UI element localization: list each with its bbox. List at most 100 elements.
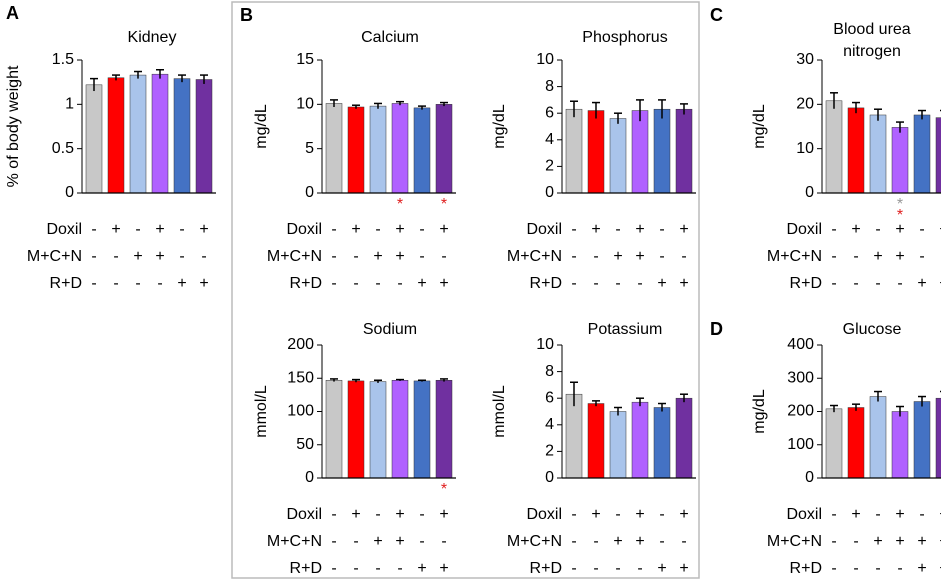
condition-sign: +	[657, 560, 666, 577]
bar	[891, 127, 909, 194]
y-axis-label: mg/dL	[751, 389, 768, 434]
condition-sign: -	[875, 275, 880, 292]
condition-label: Doxil	[46, 221, 82, 238]
y-tick-label: 4	[545, 131, 554, 148]
condition-sign: -	[375, 560, 380, 577]
condition-sign: +	[635, 248, 644, 265]
chart-title: Blood urea	[833, 21, 910, 38]
y-tick-label: 8	[545, 363, 554, 380]
condition-sign: +	[199, 275, 208, 292]
condition-sign: +	[373, 533, 382, 550]
condition-sign: -	[593, 533, 598, 550]
condition-sign: +	[895, 221, 904, 238]
condition-sign: -	[441, 248, 446, 265]
condition-sign: +	[439, 506, 448, 523]
condition-sign: -	[571, 533, 576, 550]
condition-sign: -	[331, 275, 336, 292]
condition-sign: -	[875, 560, 880, 577]
y-axis-label: mg/dL	[751, 104, 768, 149]
condition-sign: -	[831, 506, 836, 523]
bar	[847, 107, 865, 194]
condition-sign: +	[679, 275, 688, 292]
condition-sign: +	[635, 506, 644, 523]
condition-sign: -	[331, 533, 336, 550]
condition-sign: -	[831, 221, 836, 238]
condition-label: Doxil	[786, 221, 822, 238]
condition-sign: +	[373, 248, 382, 265]
condition-sign: -	[659, 221, 664, 238]
condition-label: Doxil	[286, 221, 322, 238]
condition-sign: -	[375, 506, 380, 523]
y-axis-label: % of body weight	[5, 65, 22, 187]
bar	[435, 379, 453, 479]
chart-title: Calcium	[361, 29, 419, 46]
condition-sign: +	[895, 533, 904, 550]
condition-sign: +	[635, 533, 644, 550]
bar	[413, 380, 431, 479]
y-axis-label: mg/dL	[253, 104, 270, 149]
condition-sign: -	[441, 533, 446, 550]
condition-sign: -	[615, 275, 620, 292]
y-tick-label: 30	[796, 51, 814, 68]
condition-sign: +	[133, 248, 142, 265]
bar	[107, 77, 125, 194]
condition-sign: +	[895, 248, 904, 265]
bar	[325, 103, 343, 194]
bar	[565, 108, 583, 194]
condition-sign: +	[199, 221, 208, 238]
y-tick-label: 4	[545, 416, 554, 433]
condition-sign: -	[375, 221, 380, 238]
condition-sign: -	[593, 560, 598, 577]
condition-sign: +	[917, 560, 926, 577]
panel-b-box	[231, 1, 700, 579]
bar	[173, 78, 191, 194]
y-tick-label: 1	[65, 96, 74, 113]
condition-label: R+D	[50, 275, 82, 292]
condition-label: M+C+N	[27, 248, 82, 265]
y-tick-label: 6	[545, 104, 554, 121]
bar	[913, 401, 931, 479]
condition-sign: -	[897, 275, 902, 292]
condition-sign: -	[615, 221, 620, 238]
y-axis-label: mmol/L	[491, 385, 508, 438]
condition-sign: -	[375, 275, 380, 292]
bar	[631, 401, 649, 479]
condition-sign: -	[571, 248, 576, 265]
condition-sign: -	[419, 506, 424, 523]
condition-sign: -	[637, 560, 642, 577]
y-tick-label: 100	[287, 403, 314, 420]
condition-label: R+D	[530, 560, 562, 577]
condition-sign: -	[179, 248, 184, 265]
y-tick-label: 0	[545, 184, 554, 201]
condition-label: Doxil	[526, 506, 562, 523]
condition-label: R+D	[530, 275, 562, 292]
condition-sign: +	[351, 506, 360, 523]
condition-sign: -	[637, 275, 642, 292]
y-tick-label: 10	[536, 336, 554, 353]
significance-star: *	[897, 196, 903, 213]
bar	[653, 407, 671, 479]
bar	[653, 108, 671, 194]
bar	[869, 114, 887, 194]
condition-sign: +	[635, 221, 644, 238]
bar	[195, 79, 213, 194]
condition-sign: -	[353, 275, 358, 292]
condition-sign: -	[831, 275, 836, 292]
chart-title: Glucose	[843, 321, 902, 338]
condition-sign: +	[591, 506, 600, 523]
condition-sign: -	[659, 506, 664, 523]
condition-sign: +	[155, 221, 164, 238]
y-tick-label: 10	[536, 51, 554, 68]
condition-sign: -	[419, 248, 424, 265]
panel-letter: C	[710, 5, 723, 25]
condition-sign: -	[571, 275, 576, 292]
bar	[413, 107, 431, 194]
bar	[391, 379, 409, 479]
condition-sign: +	[395, 533, 404, 550]
condition-sign: -	[897, 560, 902, 577]
y-tick-label: 150	[287, 369, 314, 386]
condition-sign: -	[331, 506, 336, 523]
condition-sign: +	[679, 221, 688, 238]
y-tick-label: 0	[305, 469, 314, 486]
condition-label: M+C+N	[267, 248, 322, 265]
